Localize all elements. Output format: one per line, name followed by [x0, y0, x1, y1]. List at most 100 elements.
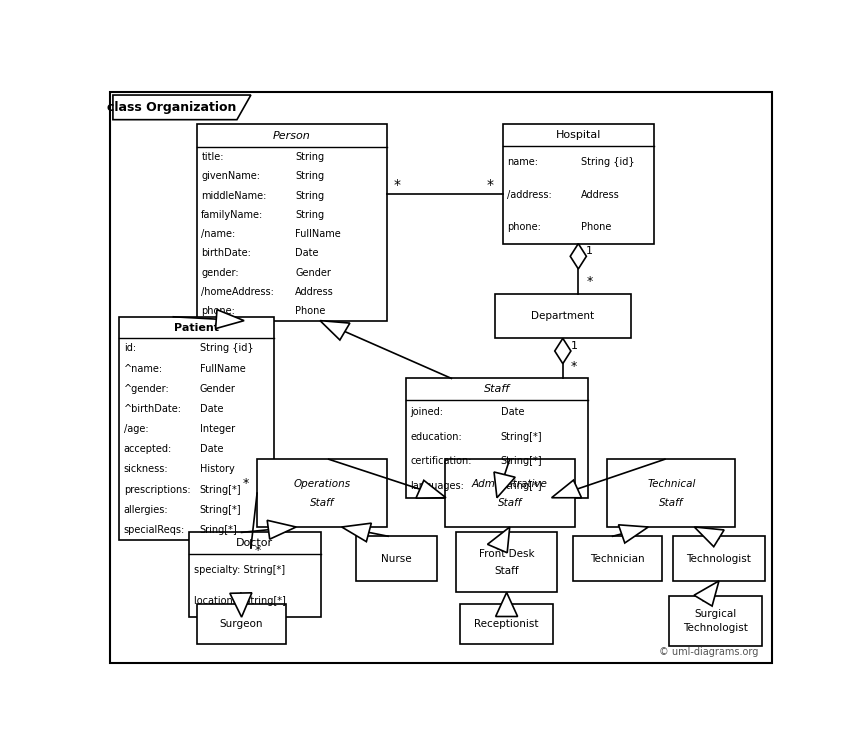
Bar [503, 124, 654, 244]
Polygon shape [694, 527, 724, 547]
Text: Patient: Patient [174, 323, 219, 332]
Text: ^birthDate:: ^birthDate: [124, 404, 181, 414]
Text: *: * [255, 544, 261, 557]
Bar [189, 533, 321, 617]
Text: Operations: Operations [293, 479, 351, 489]
Text: Staff: Staff [498, 498, 522, 508]
Text: phone:: phone: [201, 306, 235, 316]
Text: Administrative: Administrative [472, 479, 548, 489]
Text: String {id}: String {id} [200, 344, 254, 353]
Text: FullName: FullName [200, 364, 245, 374]
Text: String[*]: String[*] [501, 456, 542, 466]
Bar [197, 124, 386, 320]
Text: prescriptions:: prescriptions: [124, 485, 190, 495]
Text: String[*]: String[*] [501, 432, 542, 441]
Polygon shape [618, 525, 648, 543]
Text: familyName:: familyName: [201, 210, 263, 220]
Text: /age:: /age: [124, 424, 149, 434]
Bar [673, 536, 765, 581]
Text: © uml-diagrams.org: © uml-diagrams.org [659, 647, 759, 657]
Text: Technical: Technical [647, 479, 696, 489]
Text: FullName: FullName [295, 229, 341, 239]
Text: ^name:: ^name: [124, 364, 163, 374]
Text: class Organization: class Organization [107, 101, 236, 114]
Text: *: * [243, 477, 249, 490]
Text: Front Desk: Front Desk [479, 549, 534, 559]
Text: String: String [295, 190, 324, 200]
Text: Staff: Staff [659, 498, 684, 508]
Text: Doctor: Doctor [237, 538, 273, 548]
Text: Hospital: Hospital [556, 130, 601, 140]
Bar [669, 596, 762, 646]
Polygon shape [230, 593, 252, 617]
Text: /address:: /address: [507, 190, 552, 199]
Text: Integer: Integer [200, 424, 235, 434]
Text: Gender: Gender [200, 384, 236, 394]
Text: languages:: languages: [410, 480, 464, 491]
Text: phone:: phone: [507, 223, 541, 232]
Text: 1: 1 [571, 341, 578, 350]
Text: allergies:: allergies: [124, 505, 169, 515]
Text: Department: Department [531, 311, 594, 321]
Text: *: * [571, 360, 577, 373]
Text: Person: Person [273, 131, 310, 141]
Text: Staff: Staff [310, 498, 335, 508]
Text: String: String [295, 210, 324, 220]
Bar [607, 459, 735, 527]
Text: Staff: Staff [494, 565, 519, 576]
Text: String {id}: String {id} [581, 157, 635, 167]
Text: Surgeon: Surgeon [219, 619, 263, 629]
Text: /homeAddress:: /homeAddress: [201, 287, 274, 297]
Text: History: History [200, 465, 235, 474]
Text: String[*]: String[*] [200, 485, 242, 495]
Bar [197, 604, 286, 644]
Text: Receptionist: Receptionist [475, 619, 539, 629]
Polygon shape [551, 480, 581, 498]
Polygon shape [570, 244, 587, 269]
Text: String[*]: String[*] [200, 505, 242, 515]
Polygon shape [267, 521, 296, 539]
Text: Address: Address [295, 287, 334, 297]
Text: Staff: Staff [484, 384, 510, 394]
Text: Surgical: Surgical [695, 610, 737, 619]
Polygon shape [416, 480, 446, 498]
Polygon shape [694, 581, 719, 606]
Text: String[*]: String[*] [501, 480, 542, 491]
Text: specialty: String[*]: specialty: String[*] [194, 565, 285, 574]
Text: Sring[*]: Sring[*] [200, 525, 237, 535]
Text: *: * [587, 275, 593, 288]
Text: middleName:: middleName: [201, 190, 267, 200]
Text: birthDate:: birthDate: [201, 248, 251, 258]
Text: *: * [393, 179, 400, 193]
Bar [120, 317, 274, 540]
Text: Phone: Phone [295, 306, 326, 316]
Polygon shape [216, 310, 244, 329]
Text: 1: 1 [587, 246, 593, 256]
Text: Address: Address [581, 190, 620, 199]
Text: Date: Date [295, 248, 319, 258]
Text: Date: Date [501, 407, 524, 417]
Text: certification:: certification: [410, 456, 472, 466]
Polygon shape [494, 472, 515, 498]
Text: joined:: joined: [410, 407, 444, 417]
Text: givenName:: givenName: [201, 171, 261, 182]
Polygon shape [341, 523, 372, 542]
Text: /name:: /name: [201, 229, 236, 239]
Text: Technologist: Technologist [684, 623, 748, 633]
Polygon shape [488, 527, 510, 553]
Text: Phone: Phone [581, 223, 611, 232]
Text: title:: title: [201, 152, 224, 162]
Polygon shape [320, 320, 350, 340]
Text: ^gender:: ^gender: [124, 384, 169, 394]
Polygon shape [495, 592, 518, 616]
Bar [573, 536, 661, 581]
Text: gender:: gender: [201, 267, 239, 278]
Text: Nurse: Nurse [381, 554, 411, 563]
Bar [406, 379, 588, 498]
Text: sickness:: sickness: [124, 465, 169, 474]
Text: accepted:: accepted: [124, 444, 172, 454]
Text: Date: Date [200, 444, 224, 454]
Text: Gender: Gender [295, 267, 331, 278]
Bar [457, 533, 557, 592]
Polygon shape [555, 338, 571, 364]
